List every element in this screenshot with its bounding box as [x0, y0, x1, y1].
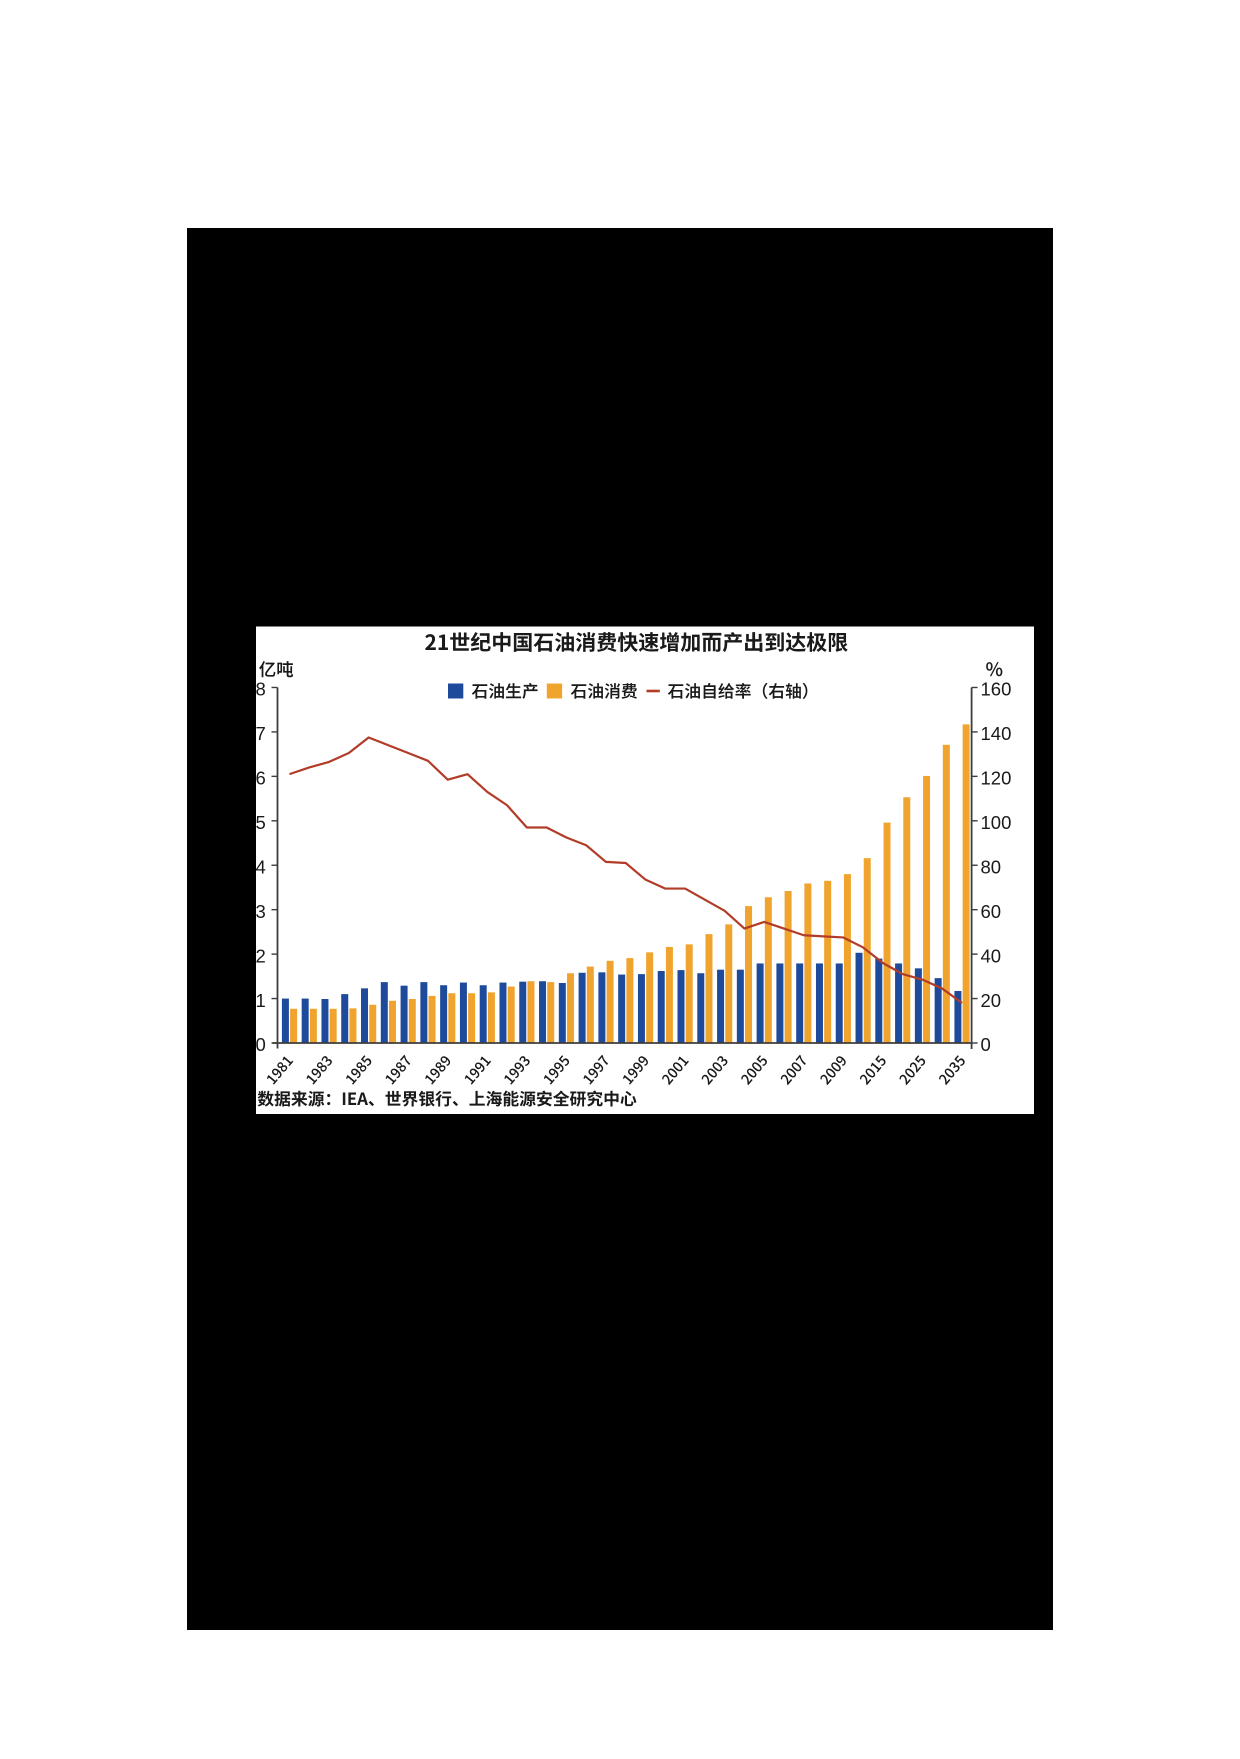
svg-text:60: 60 [981, 901, 1002, 922]
svg-text:100: 100 [981, 812, 1012, 833]
svg-text:0: 0 [981, 1034, 991, 1055]
svg-text:160: 160 [981, 679, 1012, 700]
svg-text:0: 0 [256, 1034, 266, 1055]
svg-text:3: 3 [256, 901, 266, 922]
svg-text:2: 2 [256, 945, 266, 966]
svg-text:5: 5 [256, 812, 266, 833]
svg-text:1: 1 [256, 990, 266, 1011]
svg-text:20: 20 [981, 990, 1002, 1011]
svg-text:120: 120 [981, 768, 1012, 789]
svg-text:8: 8 [256, 679, 266, 700]
svg-text:4: 4 [256, 856, 266, 877]
svg-text:140: 140 [981, 723, 1012, 744]
svg-text:7: 7 [256, 723, 266, 744]
svg-text:6: 6 [256, 768, 266, 789]
svg-text:40: 40 [981, 945, 1002, 966]
svg-text:80: 80 [981, 856, 1002, 877]
